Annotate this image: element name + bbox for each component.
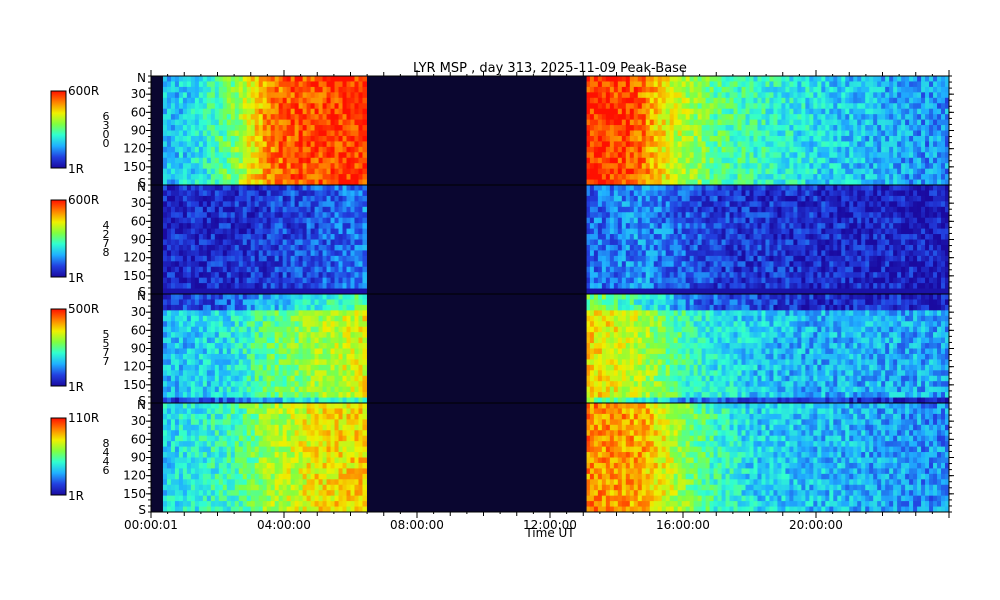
y-tick-label-south: S: [138, 503, 146, 517]
y-tick-label: 90: [131, 451, 146, 465]
y-tick-label: 30: [131, 414, 146, 428]
y-tick-label: 30: [131, 87, 146, 101]
colorbar-5577: [50, 308, 67, 387]
wavelength-digit: 3: [103, 119, 110, 132]
y-tick-label: 60: [131, 432, 146, 446]
colorbar-min-label: 1R: [68, 380, 84, 394]
x-tick-label: 00:00:01: [124, 518, 178, 532]
y-tick-label: 120: [123, 469, 146, 483]
y-tick-label: 150: [123, 487, 146, 501]
x-tick-label: 12:00:00: [523, 518, 577, 532]
colorbar-min-label: 1R: [68, 162, 84, 176]
y-tick-label-north: N: [137, 398, 146, 412]
y-tick-label: 120: [123, 360, 146, 374]
y-tick-label: 30: [131, 305, 146, 319]
x-axis: 00:00:01 04:00:00 08:00:00 12:00:00 16:00:00…: [124, 70, 950, 532]
y-tick-label-south: S: [138, 394, 146, 408]
y-tick-label: 60: [131, 214, 146, 228]
colorbar-4278: [50, 199, 67, 278]
wavelength-digit: 6: [103, 464, 110, 477]
colorbar-max-label: 600R: [68, 84, 99, 98]
data-gap: [367, 76, 587, 185]
colorbar-max-label: 600R: [68, 193, 99, 207]
y-tick-label-north: N: [137, 71, 146, 85]
colorbar-min-label: 1R: [68, 489, 84, 503]
y-tick-label: 60: [131, 323, 146, 337]
wavelength-digit: 5: [103, 337, 110, 350]
wavelength-digit: 7: [103, 346, 110, 359]
y-tick-label: 150: [123, 378, 146, 392]
y-tick-label-north: N: [137, 180, 146, 194]
x-axis-label: Time UT: [524, 526, 575, 540]
wavelength-digit: 4: [103, 219, 110, 232]
data-gap: [367, 294, 587, 403]
y-tick-label: 150: [123, 160, 146, 174]
y-tick-label: 90: [131, 124, 146, 138]
colorbar-min-label: 1R: [68, 271, 84, 285]
data-gap: [367, 403, 587, 512]
x-tick-label: 04:00:00: [257, 518, 311, 532]
colorbar-max-label: 500R: [68, 302, 99, 316]
y-tick-label-south: S: [138, 285, 146, 299]
colorbar-4846: [50, 417, 67, 496]
y-tick-label: 120: [123, 142, 146, 156]
wavelength-digit: 2: [103, 228, 110, 241]
wavelength-digit: 4: [103, 446, 110, 459]
heatmap-4278: [162, 185, 950, 295]
wavelength-digit: 0: [103, 128, 110, 141]
wavelength-digit: 5: [103, 328, 110, 341]
y-tick-label-south: S: [138, 176, 146, 190]
data-gap: [367, 185, 587, 294]
colorbar-max-label: 110R: [68, 411, 99, 425]
heatmap-5577: [162, 294, 950, 404]
y-tick-label: 150: [123, 269, 146, 283]
panels-group: NS306090120150600R1R6300NS30609012015060…: [50, 71, 954, 517]
y-tick-label-north: N: [137, 289, 146, 303]
wavelength-digit: 8: [103, 246, 110, 259]
colorbar-6300: [50, 90, 67, 169]
wavelength-digit: 6: [103, 110, 110, 123]
y-tick-label: 90: [131, 233, 146, 247]
y-tick-label: 90: [131, 342, 146, 356]
wavelength-digit: 7: [103, 355, 110, 368]
x-tick-label: 16:00:00: [656, 518, 710, 532]
heatmap-6300: [162, 76, 950, 186]
wavelength-digit: 4: [103, 455, 110, 468]
chart-title: LYR MSP , day 313, 2025-11-09 Peak-Base: [413, 61, 687, 76]
y-tick-label: 60: [131, 105, 146, 119]
heatmap-4846: [162, 403, 950, 513]
y-tick-label: 120: [123, 251, 146, 265]
x-tick-label: 20:00:00: [789, 518, 843, 532]
y-tick-label: 30: [131, 196, 146, 210]
wavelength-digit: 7: [103, 237, 110, 250]
x-tick-label: 08:00:00: [390, 518, 444, 532]
wavelength-digit: 8: [103, 437, 110, 450]
wavelength-digit: 0: [103, 137, 110, 150]
